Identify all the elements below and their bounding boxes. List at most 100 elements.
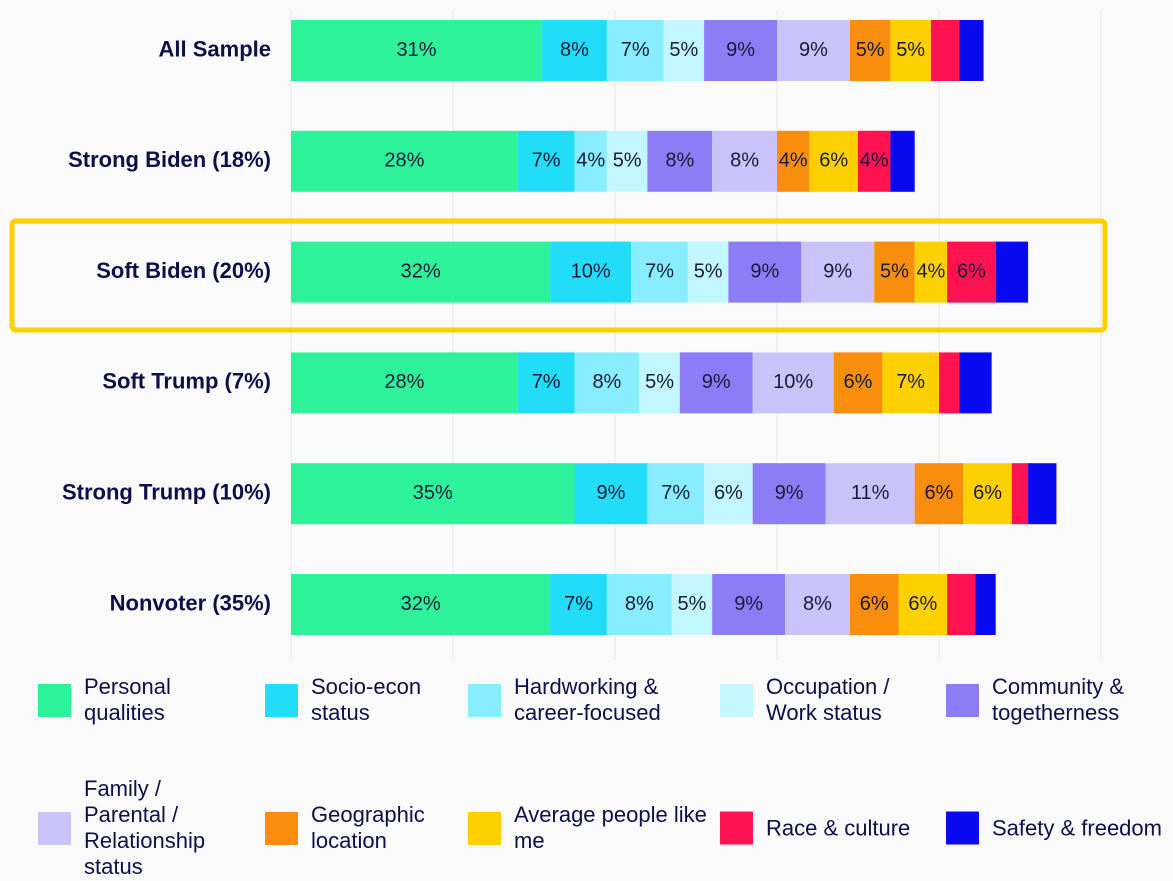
bars: All Sample 31% 8% 7% 5% 9% 9% 5% 5% Strong Biden … bbox=[62, 20, 1057, 635]
bar-segment bbox=[687, 241, 729, 303]
data-label: 6% bbox=[714, 482, 743, 504]
grid bbox=[290, 10, 1102, 660]
bar-segment bbox=[712, 130, 777, 192]
data-label: 6% bbox=[908, 593, 937, 615]
bar-segment bbox=[663, 20, 705, 81]
data-label: 5% bbox=[645, 371, 674, 393]
bar-segment bbox=[291, 20, 543, 81]
data-label: 8% bbox=[730, 150, 759, 172]
data-label: 4% bbox=[576, 150, 605, 172]
data-label: 6% bbox=[819, 150, 848, 172]
data-label: 7% bbox=[532, 371, 561, 393]
legend-label: Average people like me bbox=[514, 802, 707, 853]
data-label: 7% bbox=[661, 482, 690, 504]
bar-segment bbox=[1028, 463, 1057, 525]
legend-swatch bbox=[720, 683, 753, 717]
data-label: 4% bbox=[916, 260, 945, 282]
bar-segment bbox=[914, 463, 964, 525]
bar-segment bbox=[606, 20, 664, 81]
bar-segment bbox=[550, 574, 607, 635]
data-label: 8% bbox=[560, 39, 589, 61]
data-label: 35% bbox=[413, 482, 453, 504]
legend-swatch bbox=[946, 811, 979, 845]
data-label: 7% bbox=[532, 150, 561, 172]
data-label: 11% bbox=[851, 482, 890, 504]
legend-label: Socio-econ status bbox=[311, 674, 422, 725]
bar-segment bbox=[704, 20, 777, 81]
bar-segment bbox=[647, 463, 705, 525]
bar-segment bbox=[704, 463, 753, 525]
data-label: 8% bbox=[592, 371, 621, 393]
data-label: 6% bbox=[973, 482, 1002, 504]
bar-segment bbox=[914, 241, 948, 303]
data-label: 5% bbox=[694, 260, 723, 282]
bar-segment bbox=[777, 130, 810, 192]
data-label: 10% bbox=[571, 260, 611, 282]
bar-segment bbox=[631, 241, 688, 303]
data-label: 6% bbox=[860, 593, 889, 615]
bar-segment bbox=[291, 574, 551, 635]
legend-item: Personal qualities bbox=[38, 674, 224, 726]
category-label: Soft Biden (20%) bbox=[96, 258, 271, 283]
bar-segment bbox=[291, 463, 575, 525]
bar-segment bbox=[574, 463, 648, 525]
bar-segment bbox=[728, 241, 802, 303]
data-label: 5% bbox=[880, 260, 909, 282]
bar-segment bbox=[517, 352, 575, 414]
bar-segment bbox=[574, 352, 640, 414]
bar-segment bbox=[574, 130, 607, 192]
data-label: 7% bbox=[621, 39, 650, 61]
legend-item: Community & togetherness bbox=[946, 674, 1167, 726]
category-label: All Sample bbox=[159, 36, 271, 61]
bar-segment bbox=[606, 130, 648, 192]
legend-label: Race & culture bbox=[766, 815, 911, 840]
bar-segment bbox=[785, 574, 850, 635]
legend-swatch bbox=[468, 811, 501, 845]
legend-swatch bbox=[265, 811, 298, 845]
legend-item: Race & culture bbox=[720, 811, 941, 845]
legend-item: Family / Parental / Relationship status bbox=[38, 776, 224, 880]
bar-segment bbox=[939, 352, 960, 414]
bar-segment bbox=[963, 463, 1012, 525]
bar-segment bbox=[777, 20, 850, 81]
data-label: 9% bbox=[823, 260, 852, 282]
data-label: 7% bbox=[896, 371, 925, 393]
data-label: 10% bbox=[773, 371, 813, 393]
bar-segment bbox=[898, 574, 948, 635]
data-label: 28% bbox=[384, 371, 424, 393]
data-label: 31% bbox=[397, 39, 437, 61]
data-label: 7% bbox=[564, 593, 593, 615]
bar-segment bbox=[291, 130, 518, 192]
bar-segment bbox=[959, 20, 984, 81]
bar-segment bbox=[849, 20, 891, 81]
legend-swatch bbox=[38, 683, 71, 717]
legend-item: Average people like me bbox=[468, 802, 714, 854]
data-label: 32% bbox=[401, 260, 441, 282]
bar-segment bbox=[752, 463, 826, 525]
legend-swatch bbox=[265, 683, 298, 717]
data-label: 9% bbox=[702, 371, 731, 393]
data-label: 5% bbox=[856, 39, 885, 61]
data-label: 9% bbox=[750, 260, 779, 282]
bar-segment bbox=[890, 20, 931, 81]
bar-segment bbox=[975, 574, 996, 635]
legend-swatch bbox=[720, 811, 753, 845]
bar-segment bbox=[671, 574, 713, 635]
bar-segment bbox=[959, 352, 992, 414]
legend-swatch bbox=[38, 811, 71, 845]
bar-segment bbox=[849, 574, 899, 635]
bar-segment bbox=[801, 241, 875, 303]
bar-segment bbox=[542, 20, 607, 81]
legend-label: Hardworking & career-focused bbox=[514, 674, 661, 725]
data-label: 9% bbox=[775, 482, 804, 504]
legend-label: Safety & freedom bbox=[992, 815, 1162, 840]
data-label: 4% bbox=[860, 150, 889, 172]
bar-segment bbox=[947, 241, 996, 303]
legend-swatch bbox=[946, 683, 979, 717]
data-label: 9% bbox=[799, 39, 828, 61]
data-label: 9% bbox=[734, 593, 763, 615]
data-label: 5% bbox=[896, 39, 925, 61]
bar-segment bbox=[606, 574, 672, 635]
bar-segment bbox=[291, 352, 518, 414]
data-label: 9% bbox=[726, 39, 755, 61]
